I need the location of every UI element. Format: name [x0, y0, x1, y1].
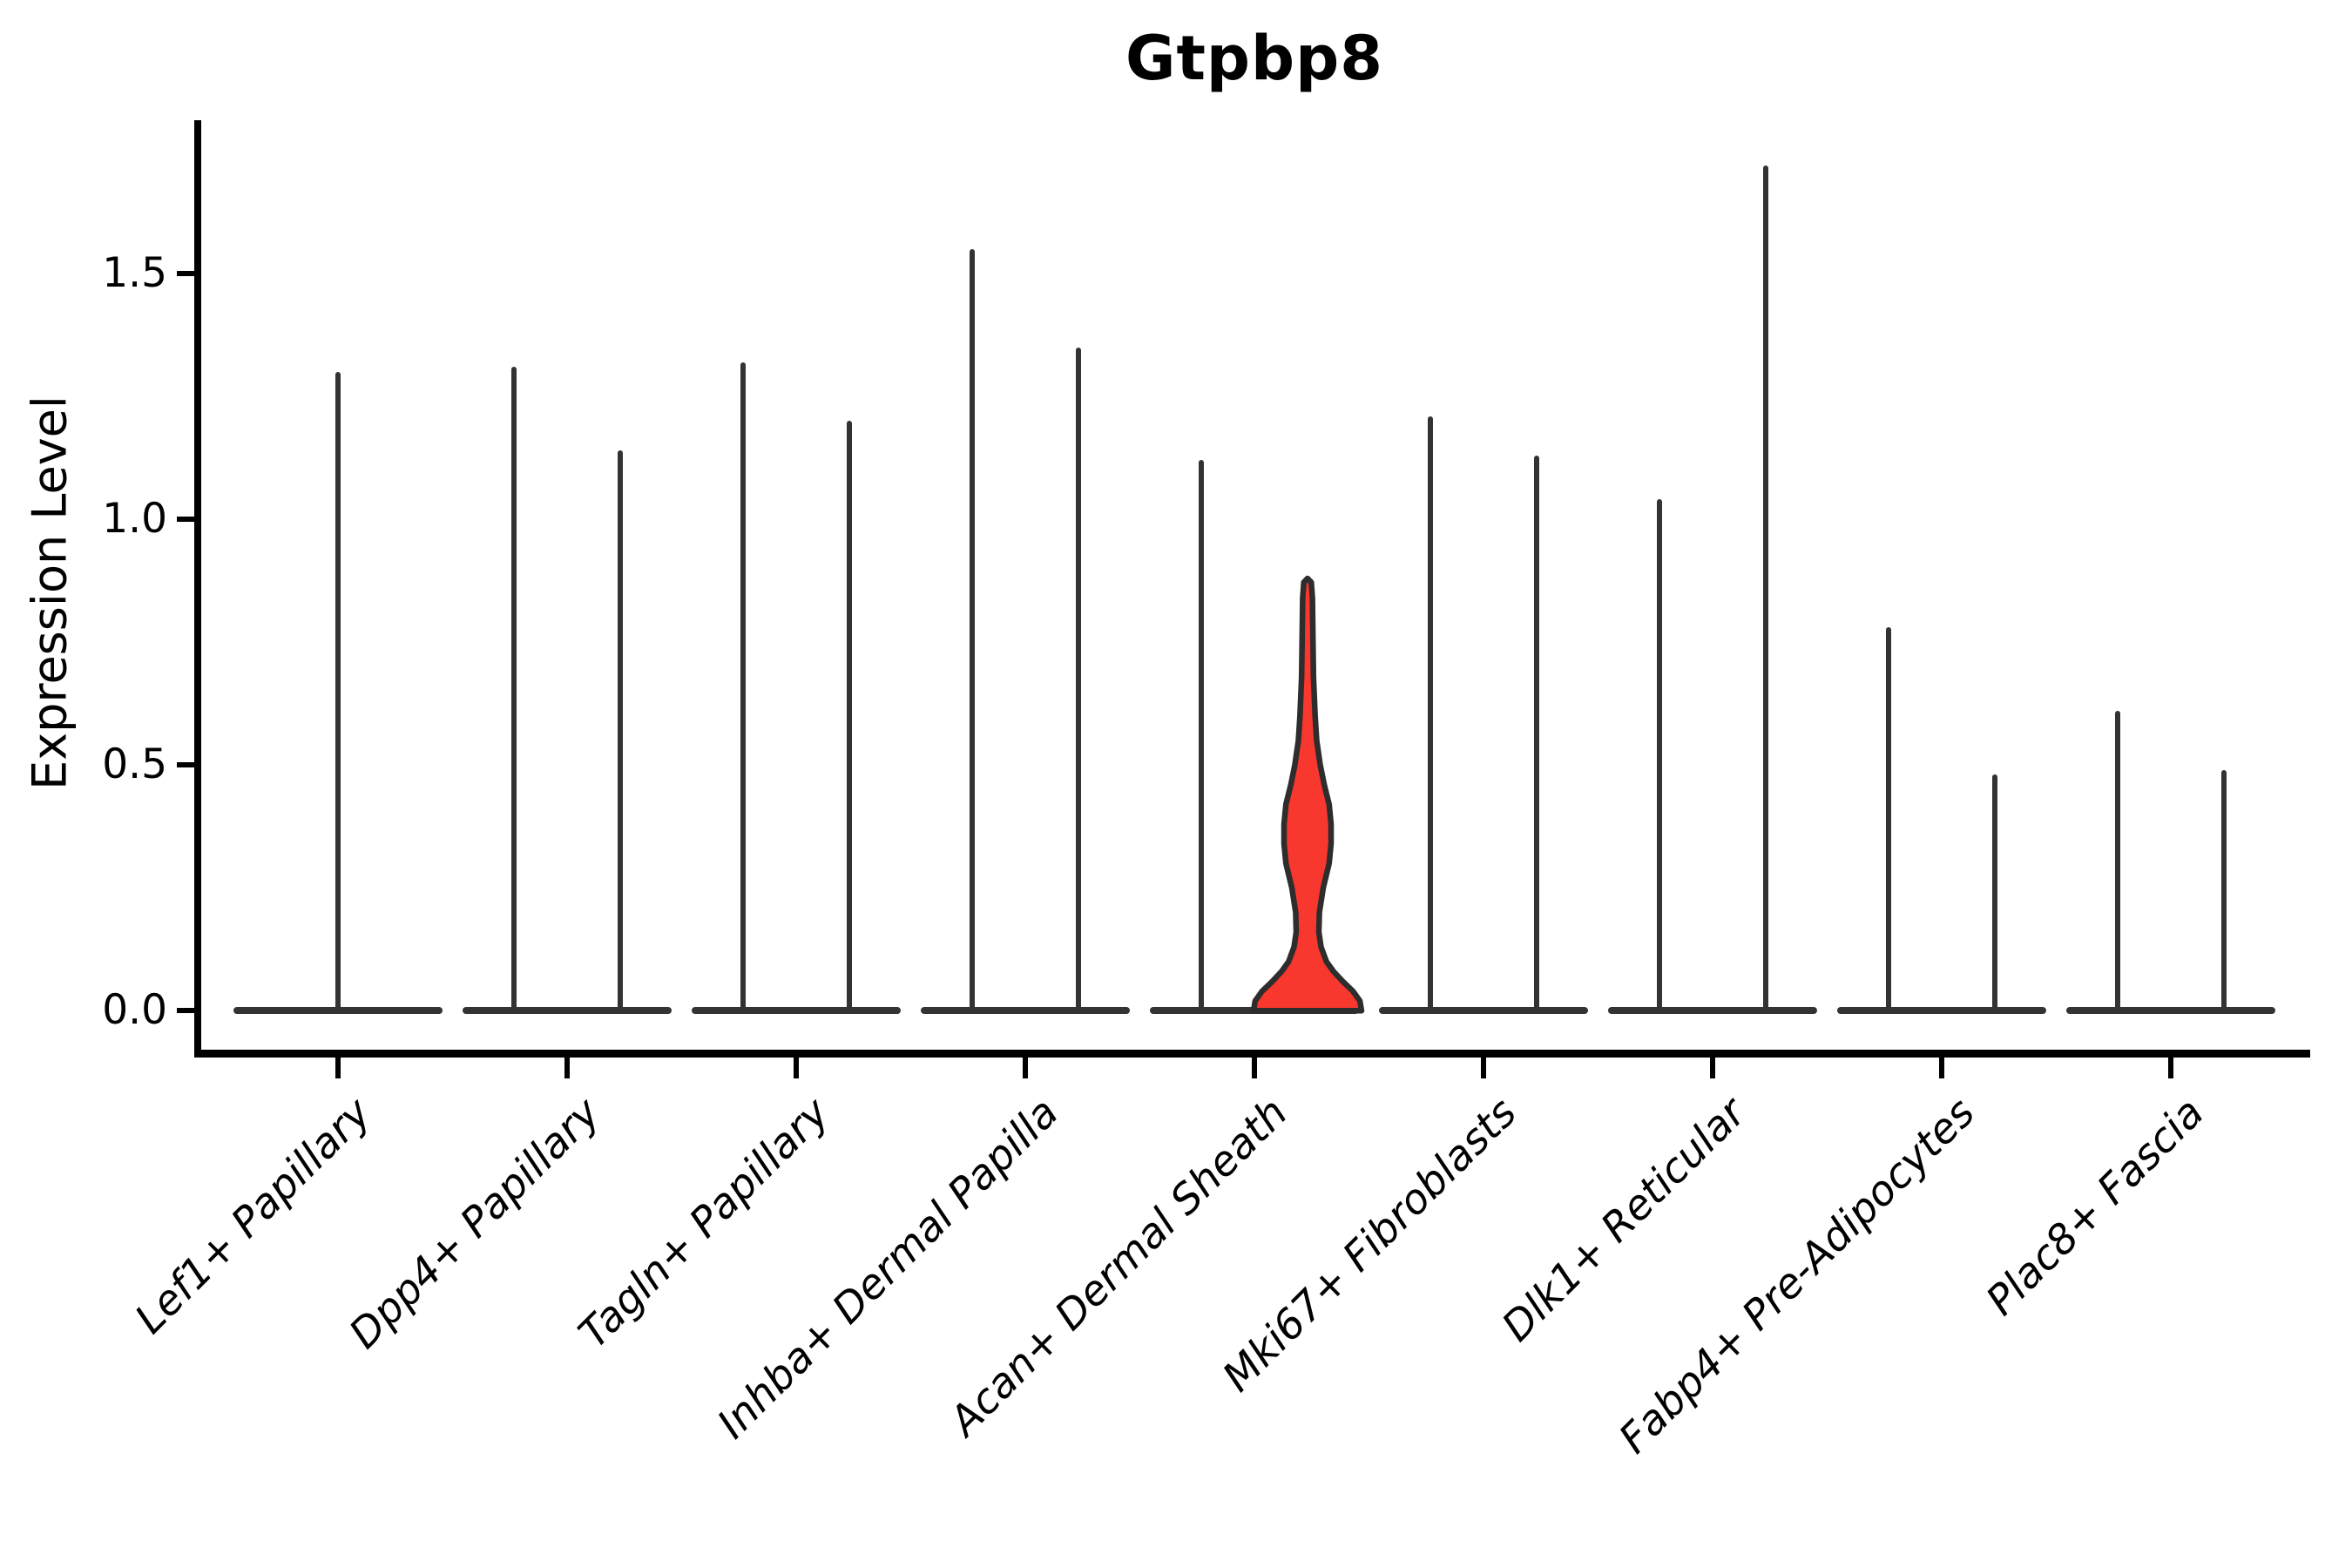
y-tick-mark [177, 517, 194, 522]
violin-spike [618, 450, 623, 1010]
y-axis-spine [194, 120, 201, 1058]
violin-baseline [2066, 1007, 2275, 1014]
violin-spike [2221, 769, 2227, 1010]
violin-spike [1534, 455, 1539, 1010]
violin-spike [1199, 460, 1204, 1010]
violin-baseline [1379, 1007, 1588, 1014]
chart-title: Gtpbp8 [1125, 23, 1383, 94]
violin-spike [1076, 347, 1081, 1010]
violin-spike [847, 421, 852, 1010]
violin-spike [1428, 416, 1433, 1010]
violin-baseline [233, 1007, 443, 1014]
x-tick-mark [1710, 1058, 1715, 1078]
violin-spike [1763, 165, 1768, 1010]
x-tick-label: Tagln+ Papillary [569, 1088, 839, 1358]
x-tick-label: Inhba+ Dermal Papilla [708, 1088, 1068, 1449]
y-tick-label: 0.0 [102, 986, 167, 1034]
x-tick-label: Dpp4+ Papillary [340, 1088, 610, 1359]
x-tick-label: Acan+ Dermal Sheath [940, 1088, 1297, 1445]
x-tick-mark [564, 1058, 570, 1078]
x-tick-label: Fabp4+ Pre-Adipocytes [1610, 1088, 1984, 1463]
violin-baseline [1837, 1007, 2046, 1014]
x-tick-label: Mki67+ Fibroblasts [1213, 1088, 1526, 1402]
x-tick-mark [794, 1058, 799, 1078]
violin-baseline [692, 1007, 901, 1014]
x-tick-mark [1023, 1058, 1028, 1078]
x-tick-label: Dlk1+ Reticular [1492, 1088, 1755, 1351]
y-tick-label: 1.5 [102, 249, 167, 297]
x-tick-mark [1939, 1058, 1944, 1078]
y-tick-mark [177, 271, 194, 276]
highlighted-violin [1250, 575, 1365, 1014]
x-tick-mark [335, 1058, 341, 1078]
y-tick-label: 0.5 [102, 740, 167, 788]
x-tick-label: Plac8+ Fascia [1977, 1088, 2213, 1325]
violin-baseline [1608, 1007, 1817, 1014]
violin-spike [970, 248, 975, 1010]
violin-spike [1992, 774, 1997, 1010]
violin-spike [2115, 710, 2120, 1010]
violin-baseline [921, 1007, 1130, 1014]
x-tick-mark [1252, 1058, 1257, 1078]
violin-spike [511, 367, 517, 1010]
violin-baseline [463, 1007, 672, 1014]
x-tick-mark [1481, 1058, 1486, 1078]
y-tick-label: 1.0 [102, 495, 167, 543]
violin-spike [740, 362, 746, 1010]
violin-spike [1657, 499, 1662, 1010]
x-axis-spine [194, 1050, 2310, 1058]
violin-spike [335, 371, 341, 1010]
violin-spike [1886, 627, 1891, 1010]
x-tick-mark [2168, 1058, 2173, 1078]
y-tick-mark [177, 762, 194, 767]
y-tick-mark [177, 1008, 194, 1013]
